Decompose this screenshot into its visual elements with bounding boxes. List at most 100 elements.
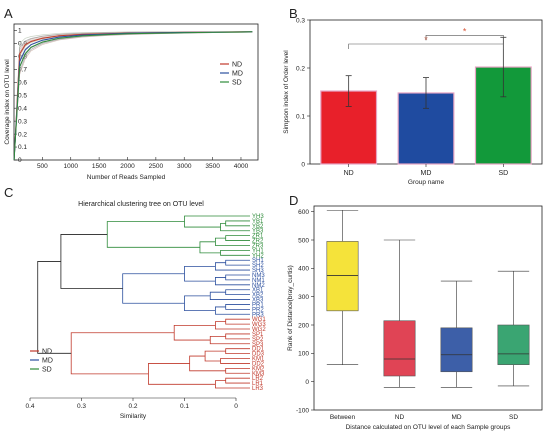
x-axis-label: Number of Reads Sampled [87, 174, 166, 181]
x-tick-label: 4000 [234, 163, 249, 170]
leaf-label: PR2 [252, 307, 264, 313]
leaf-label: KM3 [252, 371, 265, 377]
tree-branch [122, 273, 185, 304]
y-tick-label: 0 [305, 379, 309, 386]
series-line-md [13, 31, 253, 161]
tree-branch [215, 262, 250, 271]
tree-branch [215, 277, 250, 286]
sample-curve [13, 31, 253, 161]
leaf-label: XB1 [252, 288, 264, 294]
x-tick-label: 1500 [92, 163, 107, 170]
x-tick-label: 0.2 [128, 403, 137, 410]
tree-branch [225, 274, 250, 281]
tree-branch [215, 306, 250, 315]
tree-branch [209, 336, 250, 345]
box-md [440, 327, 473, 373]
x-tick-label: 0.4 [25, 403, 34, 410]
leaf-label: XB3 [252, 298, 264, 304]
tree-branch [225, 377, 250, 384]
leaf-label: WG2 [252, 327, 266, 333]
sample-curve [13, 31, 253, 161]
leaf-label: KM2 [252, 366, 265, 372]
leaf-label: YB2 [252, 224, 264, 230]
y-tick-label: 0.3 [18, 118, 27, 125]
tree-branch [225, 367, 250, 374]
sample-curve [13, 31, 253, 161]
x-tick-label: 0.1 [180, 403, 189, 410]
tree-branch [106, 221, 200, 248]
tree-branch [37, 261, 72, 354]
leaf-label: PR1 [252, 302, 264, 308]
leaf-label: WG1 [252, 317, 266, 323]
tree-branch [184, 265, 216, 282]
tree-branch [173, 324, 216, 341]
y-tick-label: 0.4 [18, 105, 27, 112]
sample-curve [13, 31, 253, 161]
y-tick-label: 300 [298, 294, 309, 301]
series-line-nd [13, 31, 253, 161]
panel-b-simpson-bar-chart: 0 0.1 0.2 0.3 ND MD SD Group name Simpson index … [283, 17, 543, 186]
leaf-label: NM2 [252, 283, 265, 289]
tree-branch [225, 235, 250, 241]
tree-branch [220, 250, 250, 256]
legend-label-nd: ND [42, 348, 52, 355]
leaf-label: NM3 [252, 273, 265, 279]
leaf-label: YH2 [252, 253, 264, 259]
box-sd [497, 324, 530, 365]
leaf-label: SP2 [252, 337, 264, 343]
leaf-label: SH2 [252, 263, 264, 269]
y-tick-label: 500 [298, 237, 309, 244]
tree-branch [225, 259, 250, 266]
tree-branch [70, 332, 175, 375]
legend-label-nd: ND [232, 61, 242, 68]
leaf-label: NM1 [252, 278, 265, 284]
y-tick-label: 0.8 [18, 54, 27, 61]
leaf-label: SP3 [252, 342, 264, 348]
leaf-label: YH1 [252, 248, 264, 254]
y-tick-label: 0.3 [296, 17, 305, 24]
x-tick-label-md: MD [451, 414, 461, 421]
y-tick-label: 0.5 [18, 92, 27, 99]
y-tick-label: 1 [18, 28, 22, 35]
leaf-label: SH1 [252, 258, 264, 264]
leaf-label: SP1 [252, 332, 264, 338]
leaf-label: YB3 [252, 229, 264, 235]
series-line-sd [13, 31, 253, 161]
tree-branch [209, 291, 250, 300]
box-between [326, 241, 359, 312]
significance-bracket [425, 35, 504, 41]
significance-bracket [348, 43, 504, 49]
x-tick-label: 1000 [64, 163, 79, 170]
tree-branch [225, 220, 250, 227]
panel-letter-c: C [4, 185, 13, 200]
y-axis-label: Simpson index of Order level [283, 50, 290, 134]
x-tick-label: 0 [234, 403, 238, 410]
x-tick-label-nd: ND [344, 170, 354, 177]
tree-branch [225, 348, 250, 354]
leaf-label: ZR1 [252, 234, 264, 240]
tree-branch [225, 289, 250, 296]
significance-marker: * [463, 26, 467, 36]
y-tick-label: 0.6 [18, 79, 27, 86]
y-tick-label: 0 [18, 157, 22, 164]
x-tick-label: 0.3 [77, 403, 86, 410]
y-tick-label: 0.1 [296, 113, 305, 120]
x-tick-label-md: MD [421, 170, 432, 177]
legend-label-sd: SD [232, 79, 242, 86]
x-tick-label: 500 [37, 163, 48, 170]
tree-branch [225, 333, 250, 340]
box-nd [383, 320, 416, 377]
x-axis-label: Distance calculated on OTU level of each… [346, 424, 512, 431]
tree-branch [220, 358, 250, 364]
y-axis-label: Rank of Distance(bray_curtis) [287, 265, 294, 351]
x-tick-label-nd: ND [395, 414, 405, 421]
y-tick-label: 100 [298, 351, 309, 358]
plot-frame [13, 23, 259, 161]
tree-branch [184, 215, 250, 228]
leaf-label: KM1 [252, 357, 265, 363]
sample-curve [13, 31, 253, 161]
sample-curve [13, 31, 253, 161]
sample-curve [13, 31, 253, 161]
